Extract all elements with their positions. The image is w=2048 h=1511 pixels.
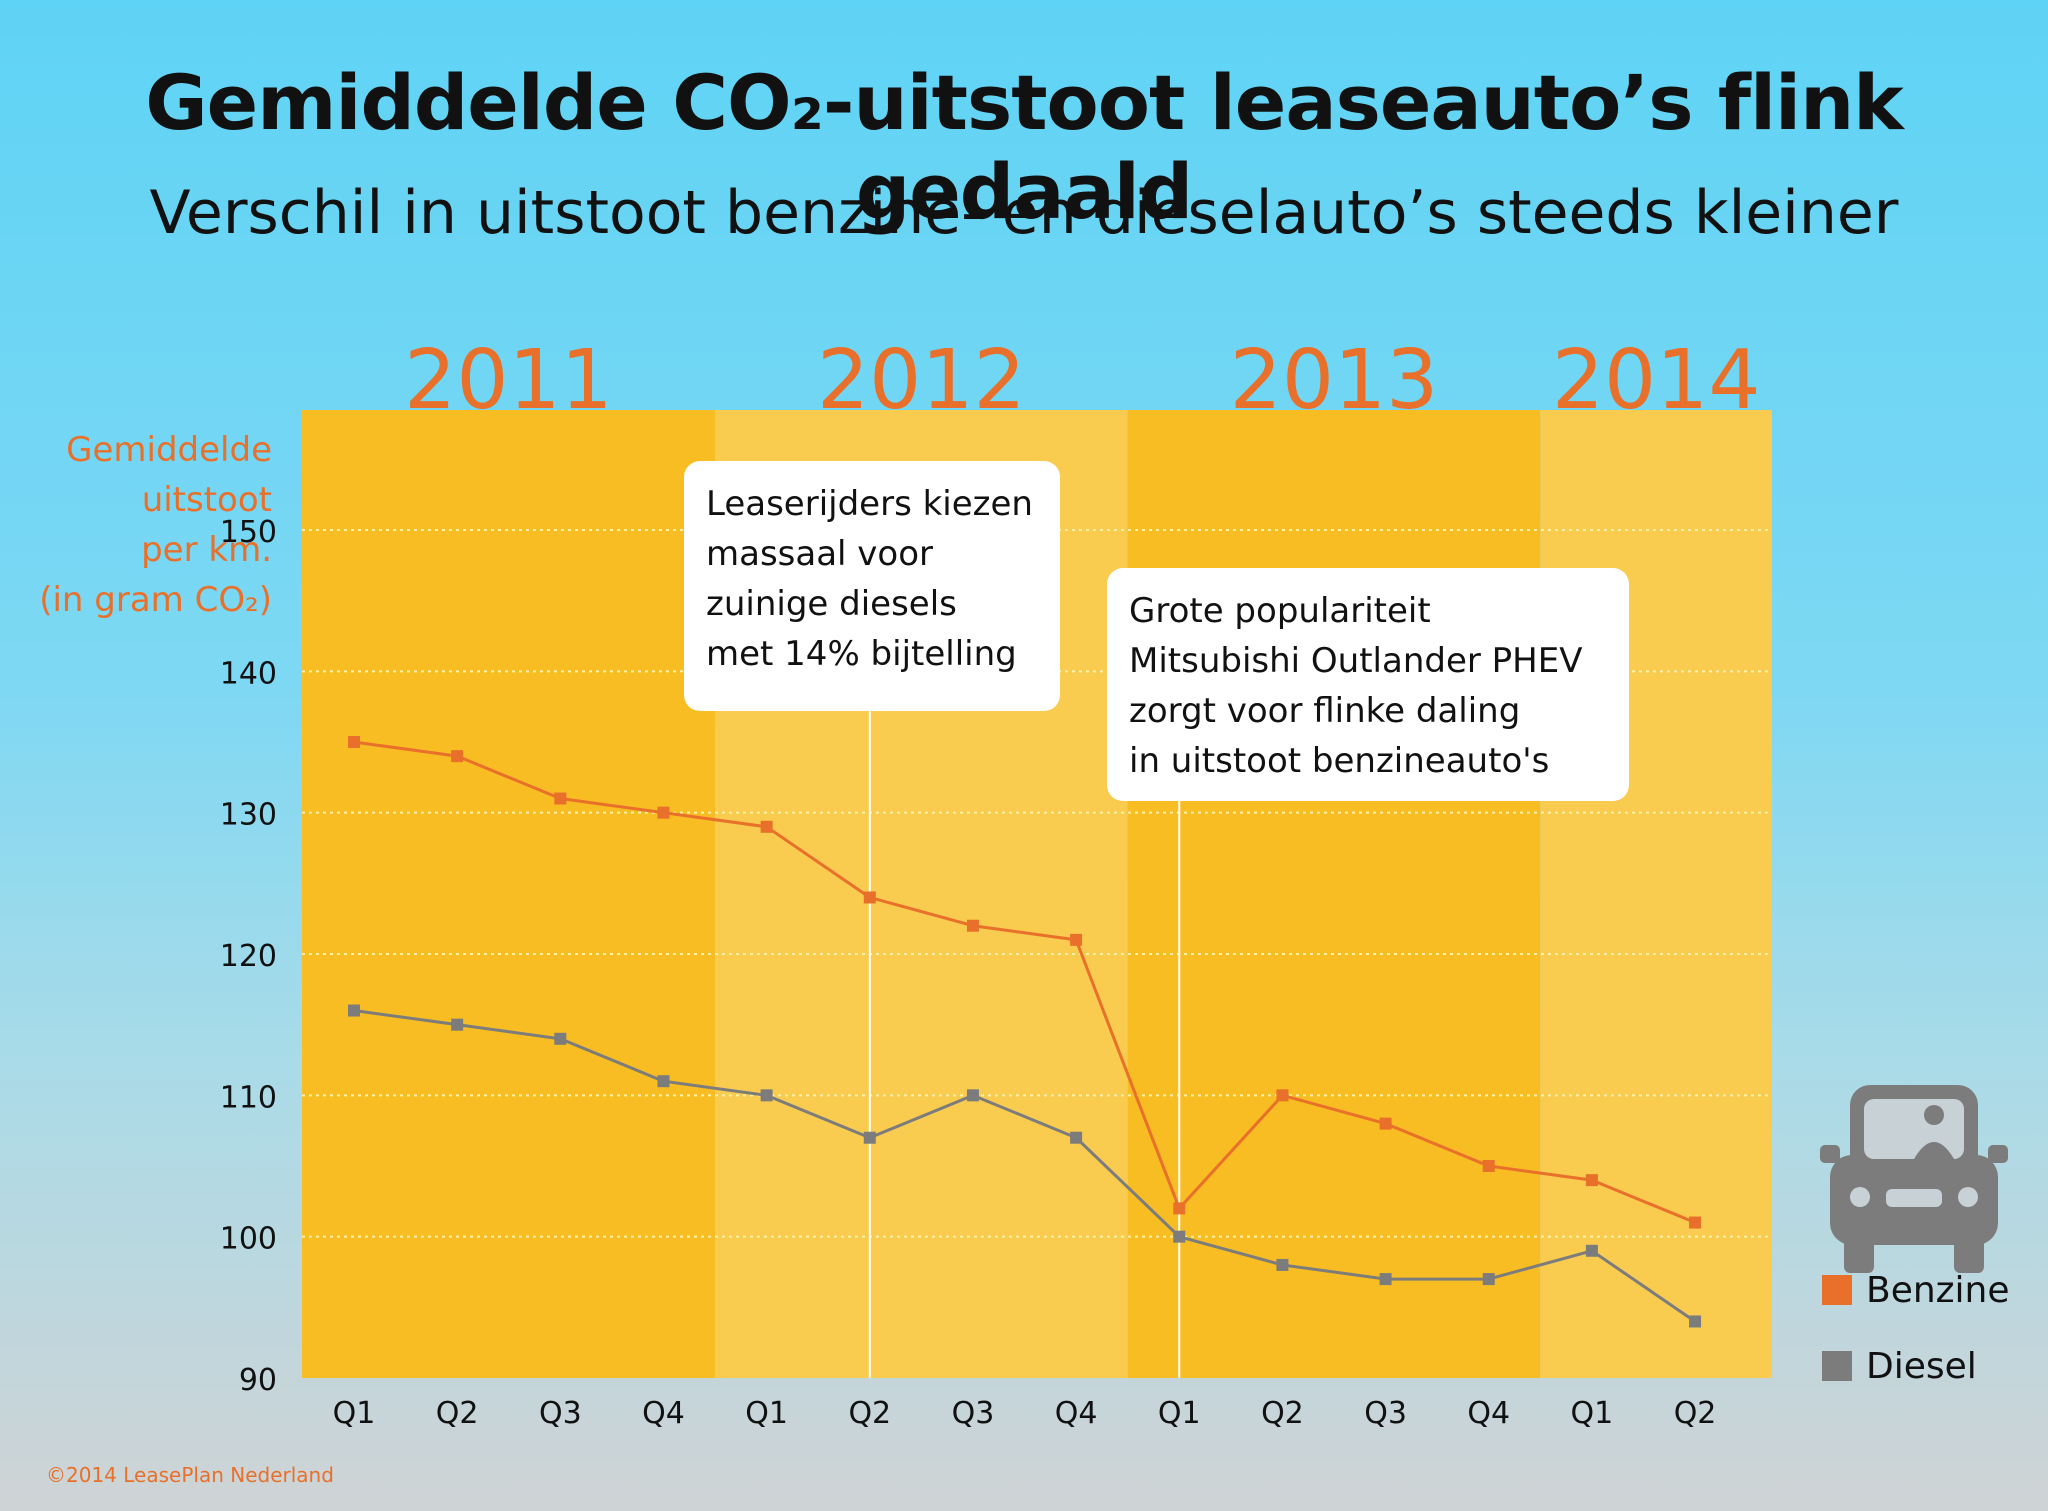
data-point-diesel [863,1131,876,1144]
x-tick-label: Q2 [1674,1396,1717,1431]
data-point-benzine [1585,1174,1598,1187]
legend-label: Diesel [1866,1345,1977,1387]
data-point-diesel [760,1089,773,1102]
legend-item-diesel: Diesel [1822,1345,1977,1387]
x-tick-label: Q3 [952,1396,995,1431]
y-tick-label: 100 [220,1222,277,1257]
annotation-line: Grote populariteit [1129,591,1431,631]
annotation-line: zorgt voor flinke daling [1129,691,1521,731]
chart-subtitle: Verschil in uitstoot benzine- en diesela… [149,178,1899,248]
legend-swatch [1822,1351,1852,1381]
year-label: 2014 [1552,333,1761,428]
y-tick-labels: 90 100 110 120 130 140 150 [220,515,277,1398]
year-labels: 2011 2012 2013 2014 [404,333,1760,428]
x-tick-label: Q4 [642,1396,685,1431]
annotation-line: in uitstoot benzineauto's [1129,741,1550,781]
x-tick-label: Q4 [1467,1396,1510,1431]
data-point-benzine [1379,1117,1392,1130]
y-tick-label: 140 [220,656,277,691]
car-headlight-left [1850,1187,1870,1207]
annotation-box-diesels: Leaserijders kiezen massaal voor zuinige… [684,461,1060,711]
y-tick-label: 110 [220,1080,277,1115]
x-tick-label: Q1 [745,1396,788,1431]
annotation-line: massaal voor [706,534,934,574]
x-tick-label: Q1 [1158,1396,1201,1431]
annotation-box-phev: Grote populariteit Mitsubishi Outlander … [1107,568,1629,801]
x-tick-label: Q2 [848,1396,891,1431]
y-axis-label-line: Gemiddelde [66,430,272,470]
year-label: 2013 [1230,333,1439,428]
data-point-diesel [554,1032,567,1045]
data-point-benzine [657,806,670,819]
car-wheel-right [1954,1235,1984,1273]
y-axis-label-line: (in gram CO₂) [39,580,272,620]
annotation-leaders [868,711,1181,1378]
car-wheel-left [1844,1235,1874,1273]
car-driver-body [1914,1142,1954,1159]
data-point-benzine [1689,1216,1702,1229]
car-mirror-right [1988,1145,2008,1163]
annotation-line: Mitsubishi Outlander PHEV [1129,641,1583,681]
data-point-benzine [863,891,876,904]
x-tick-label: Q4 [1055,1396,1098,1431]
data-point-diesel [1070,1131,1083,1144]
data-series [348,736,1702,1328]
data-point-diesel [1689,1315,1702,1328]
copyright: ©2014 LeasePlan Nederland [46,1463,334,1487]
x-tick-labels: Q1 Q2 Q3 Q4 Q1 Q2 Q3 Q4 Q1 Q2 Q3 Q4 Q1 Q2 [333,1396,1717,1431]
data-point-benzine [760,820,773,833]
x-tick-label: Q2 [436,1396,479,1431]
y-tick-label: 150 [220,515,277,550]
chart-title: Gemiddelde CO₂-uitstoot leaseauto’s flin… [145,58,1903,236]
car-driver-head [1924,1105,1944,1125]
x-tick-label: Q2 [1261,1396,1304,1431]
legend-item-benzine: Benzine [1822,1269,2010,1311]
year-label: 2011 [404,333,613,428]
annotation-line: zuinige diesels [706,584,957,624]
y-tick-label: 120 [220,939,277,974]
data-point-benzine [1276,1089,1289,1102]
legend-label: Benzine [1866,1269,2010,1311]
year-label: 2012 [817,333,1026,428]
x-tick-label: Q3 [539,1396,582,1431]
car-headlight-right [1958,1187,1978,1207]
legend-swatch [1822,1275,1852,1305]
data-point-diesel [1276,1258,1289,1271]
y-axis-label-line: per km. [141,530,272,570]
data-point-benzine [1482,1160,1495,1172]
data-point-diesel [1173,1230,1186,1243]
year-band [1540,410,1772,1378]
year-band [302,410,716,1378]
y-tick-label: 90 [239,1363,277,1398]
data-point-benzine [1070,933,1083,946]
car-mirror-left [1820,1145,1840,1163]
data-point-benzine [451,750,464,763]
car-icon [1820,1085,2008,1273]
data-point-benzine [1173,1202,1186,1215]
car-window [1864,1099,1964,1159]
y-axis-label: Gemiddelde uitstoot per km. (in gram CO₂… [30,425,272,625]
data-point-diesel [451,1018,464,1031]
car-grille [1886,1189,1942,1207]
data-point-diesel [657,1075,670,1088]
data-point-diesel [348,1004,360,1017]
x-tick-label: Q3 [1364,1396,1407,1431]
data-point-diesel [966,1089,979,1102]
series-line-diesel [353,1009,1696,1323]
y-tick-label: 130 [220,798,277,833]
data-point-benzine [348,736,360,748]
series-line-benzine [353,740,1696,1224]
y-axis-label-line: uitstoot [141,480,272,520]
year-band [1127,410,1541,1378]
x-tick-label: Q1 [1571,1396,1614,1431]
annotation-line: met 14% bijtelling [706,634,1017,674]
x-tick-label: Q1 [333,1396,376,1431]
data-point-diesel [1585,1244,1598,1257]
data-point-diesel [1482,1273,1495,1286]
annotation-line: Leaserijders kiezen [706,484,1033,524]
data-point-diesel [1379,1273,1392,1286]
data-point-benzine [554,792,567,805]
data-point-benzine [966,919,979,932]
